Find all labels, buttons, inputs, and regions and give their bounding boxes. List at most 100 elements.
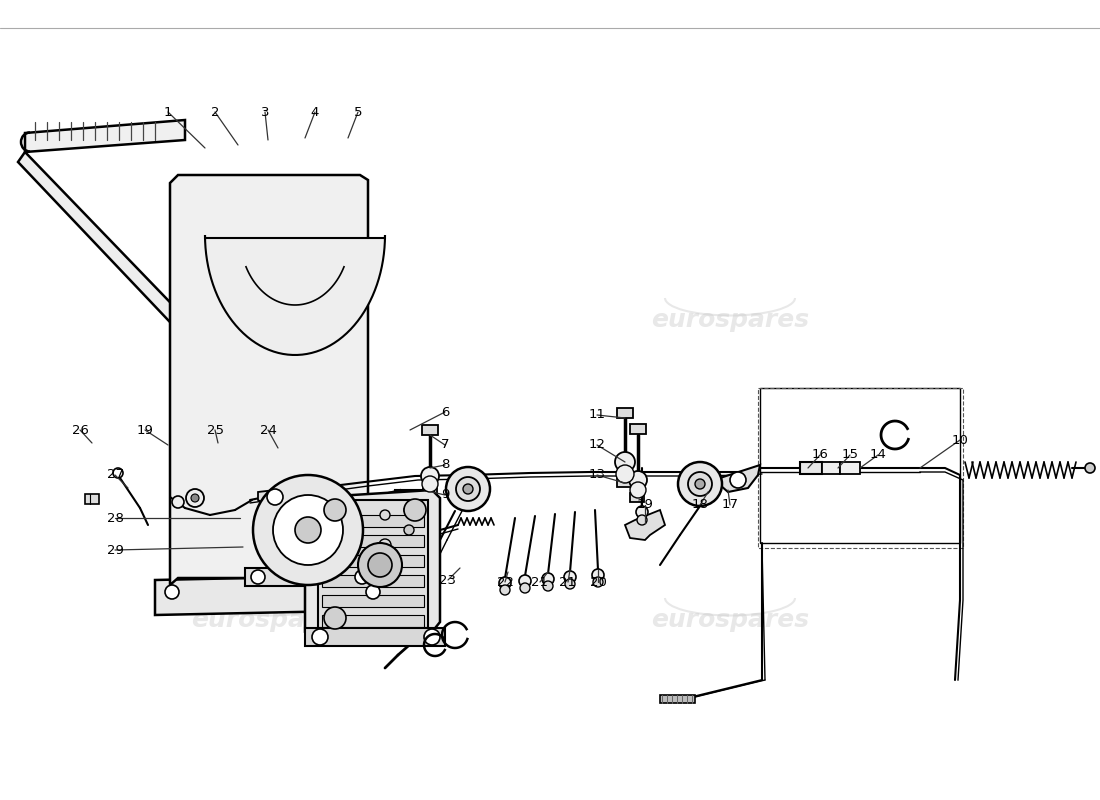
Circle shape <box>463 484 473 494</box>
Circle shape <box>113 468 123 478</box>
Text: 19: 19 <box>136 423 153 437</box>
Polygon shape <box>25 120 185 152</box>
Text: 25: 25 <box>207 423 223 437</box>
Bar <box>305 628 446 646</box>
Bar <box>245 568 375 586</box>
Text: 20: 20 <box>590 575 606 589</box>
Circle shape <box>404 525 414 535</box>
Circle shape <box>312 629 328 645</box>
Bar <box>760 388 960 543</box>
Text: eurospares: eurospares <box>191 308 349 332</box>
Circle shape <box>253 475 363 585</box>
Circle shape <box>542 573 554 585</box>
Circle shape <box>368 553 392 577</box>
Circle shape <box>366 585 379 599</box>
Bar <box>758 388 962 548</box>
Circle shape <box>564 571 576 583</box>
Polygon shape <box>170 175 368 585</box>
Text: 2: 2 <box>211 106 219 118</box>
Circle shape <box>730 472 746 488</box>
Text: 27: 27 <box>107 469 123 482</box>
Bar <box>800 462 822 474</box>
Circle shape <box>172 496 184 508</box>
Text: 11: 11 <box>588 409 605 422</box>
Bar <box>660 695 695 703</box>
Text: eurospares: eurospares <box>651 308 810 332</box>
Bar <box>617 478 632 487</box>
Text: 21: 21 <box>531 575 549 589</box>
Circle shape <box>629 471 647 489</box>
Circle shape <box>424 629 440 645</box>
Bar <box>840 462 860 474</box>
Text: 8: 8 <box>441 458 449 471</box>
Circle shape <box>324 499 346 521</box>
Circle shape <box>695 479 705 489</box>
Circle shape <box>422 476 438 492</box>
Circle shape <box>519 575 531 587</box>
Polygon shape <box>258 488 292 506</box>
Circle shape <box>543 581 553 591</box>
Text: 17: 17 <box>722 498 738 511</box>
Text: 22: 22 <box>496 575 514 589</box>
Bar <box>630 424 646 434</box>
Polygon shape <box>720 465 760 492</box>
Circle shape <box>379 539 390 551</box>
Circle shape <box>688 472 712 496</box>
Circle shape <box>421 467 439 485</box>
Text: eurospares: eurospares <box>191 608 349 632</box>
Bar <box>617 408 632 418</box>
Bar <box>85 494 99 504</box>
Circle shape <box>630 482 646 498</box>
Text: 4: 4 <box>311 106 319 118</box>
Circle shape <box>404 499 426 521</box>
Bar <box>318 500 428 628</box>
Bar <box>322 575 424 587</box>
Circle shape <box>324 607 346 629</box>
Circle shape <box>267 489 283 505</box>
Circle shape <box>1085 463 1094 473</box>
Text: 6: 6 <box>441 406 449 418</box>
Bar <box>424 488 437 497</box>
Text: eurospares: eurospares <box>651 608 810 632</box>
Circle shape <box>636 506 648 518</box>
Text: 24: 24 <box>260 423 276 437</box>
Circle shape <box>499 577 512 589</box>
Circle shape <box>678 462 722 506</box>
Circle shape <box>379 510 390 520</box>
Bar <box>322 555 424 567</box>
Circle shape <box>592 569 604 581</box>
Circle shape <box>520 583 530 593</box>
Text: 23: 23 <box>440 574 456 586</box>
Circle shape <box>191 494 199 502</box>
Circle shape <box>500 585 510 595</box>
Text: 14: 14 <box>870 449 887 462</box>
Bar <box>322 535 424 547</box>
Circle shape <box>186 489 204 507</box>
Circle shape <box>456 477 480 501</box>
Circle shape <box>355 570 368 584</box>
Circle shape <box>565 579 575 589</box>
Bar <box>395 490 424 545</box>
Text: 19: 19 <box>637 498 653 511</box>
Polygon shape <box>155 575 390 615</box>
Circle shape <box>295 517 321 543</box>
Text: 12: 12 <box>588 438 605 451</box>
Circle shape <box>593 577 603 587</box>
Bar <box>322 515 424 527</box>
Bar <box>822 462 840 474</box>
Text: 29: 29 <box>107 543 123 557</box>
Polygon shape <box>205 235 385 355</box>
Polygon shape <box>625 510 666 540</box>
Text: 28: 28 <box>107 511 123 525</box>
Circle shape <box>616 465 634 483</box>
Circle shape <box>637 515 647 525</box>
Bar <box>422 425 438 435</box>
Text: 7: 7 <box>441 438 449 451</box>
Text: 10: 10 <box>952 434 968 446</box>
Circle shape <box>165 585 179 599</box>
Text: 18: 18 <box>692 498 708 511</box>
Text: 9: 9 <box>441 489 449 502</box>
Circle shape <box>615 452 635 472</box>
Text: 1: 1 <box>164 106 173 118</box>
Circle shape <box>273 495 343 565</box>
